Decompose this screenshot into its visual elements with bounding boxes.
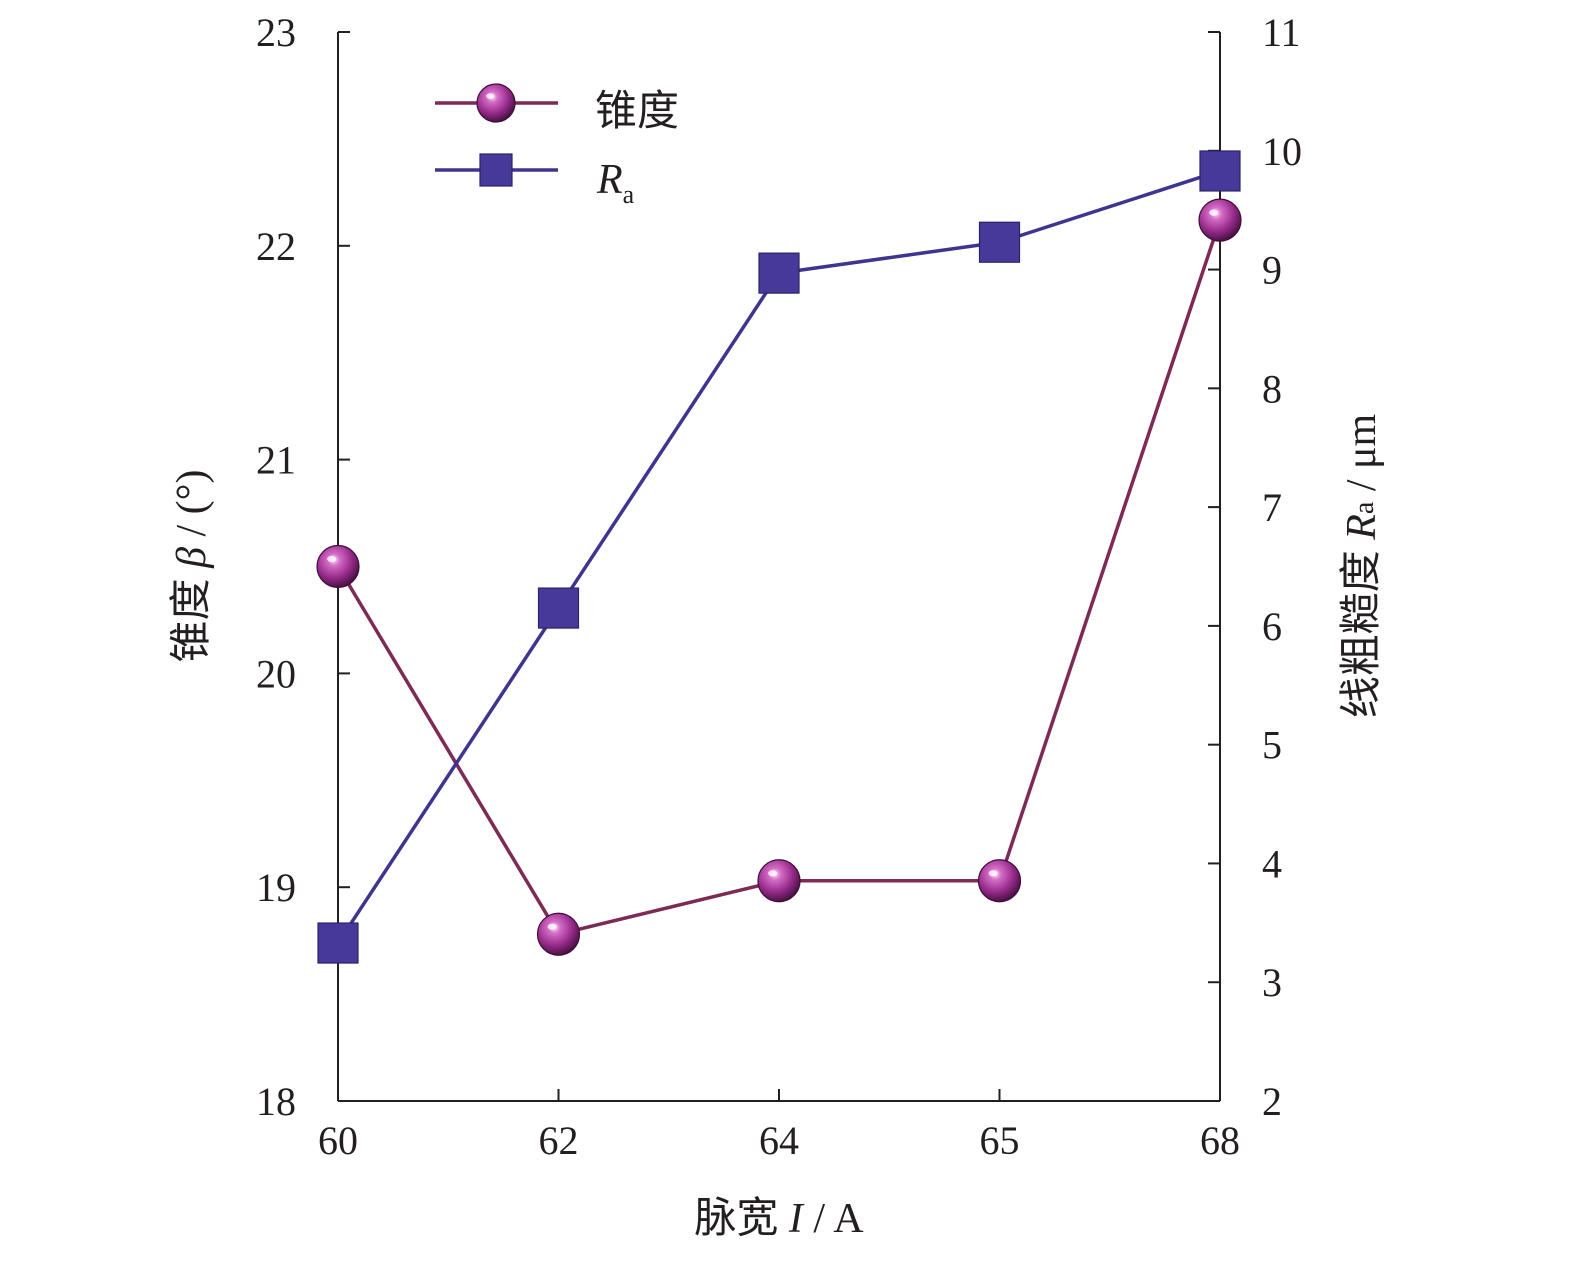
legend-marker-taper xyxy=(476,83,516,123)
legend-ra-subscript: a xyxy=(623,180,635,209)
legend-marker-ra xyxy=(479,153,513,187)
left-y-axis-title-prefix: 锥度 xyxy=(169,568,215,663)
right-y-tick-label-6: 8 xyxy=(1262,366,1282,411)
x-tick-label-2: 64 xyxy=(759,1118,799,1163)
right-y-axis-title-suffix: / μm xyxy=(1339,413,1385,501)
series-1-point-2 xyxy=(758,252,800,294)
x-tick-label-3: 65 xyxy=(980,1118,1020,1163)
left-y-ticks: 18 19 20 21 22 23 xyxy=(256,10,350,1124)
legend-marker-shape-0 xyxy=(476,83,516,123)
right-y-ticks: 2 3 4 5 6 7 8 9 10 11 xyxy=(1208,10,1302,1124)
right-y-axis-title: 线粗糙度 Ra / μm xyxy=(1339,413,1385,718)
series-0-point-0 xyxy=(316,544,360,589)
left-y-axis-title: 锥度 β / (°) xyxy=(169,470,215,663)
right-y-tick-label-4: 6 xyxy=(1262,604,1282,649)
left-y-tick-label-0: 18 xyxy=(256,1079,296,1124)
right-y-tick-label-0: 2 xyxy=(1262,1079,1282,1124)
legend-label-ra: Ra xyxy=(596,157,635,209)
series-markers xyxy=(316,150,1242,964)
left-y-tick-label-5: 23 xyxy=(256,10,296,55)
right-y-tick-label-3: 5 xyxy=(1262,723,1282,768)
right-y-axis-title-symbol: R xyxy=(1339,514,1385,541)
right-y-tick-label-1: 3 xyxy=(1262,960,1282,1005)
series-line-0 xyxy=(336,219,1222,936)
x-ticks: 60 62 64 65 68 xyxy=(318,1089,1240,1163)
series-0-point-2 xyxy=(757,859,801,903)
left-y-axis-title-suffix: / (°) xyxy=(169,470,215,547)
series-layer xyxy=(316,150,1242,964)
right-y-axis-title-subscript: a xyxy=(1349,501,1380,514)
series-0-point-4 xyxy=(1198,198,1242,242)
x-axis-title-prefix: 脉宽 xyxy=(694,1195,789,1242)
series-1-point-4 xyxy=(1199,150,1241,192)
left-y-tick-label-1: 19 xyxy=(256,865,296,910)
legend: 锥度 Ra xyxy=(435,83,679,209)
x-axis-title-suffix: / A xyxy=(803,1196,864,1242)
x-tick-label-1: 62 xyxy=(539,1118,579,1163)
legend-marker-shape-1 xyxy=(479,153,513,187)
x-tick-label-0: 60 xyxy=(318,1118,358,1163)
series-1-point-0 xyxy=(317,922,359,964)
x-tick-label-4: 68 xyxy=(1200,1118,1240,1163)
right-y-tick-label-9: 11 xyxy=(1262,10,1301,55)
left-y-tick-label-3: 21 xyxy=(256,438,296,483)
series-0-point-3 xyxy=(977,859,1022,903)
series-1-point-3 xyxy=(978,221,1021,263)
x-axis-title-symbol: I xyxy=(788,1196,805,1242)
series-0-point-1 xyxy=(536,912,581,956)
legend-ra-symbol: R xyxy=(596,157,623,203)
right-y-tick-label-2: 4 xyxy=(1262,841,1282,886)
x-axis-title: 脉宽 I / A xyxy=(694,1195,864,1242)
right-y-tick-label-7: 9 xyxy=(1262,248,1282,293)
left-y-tick-label-4: 22 xyxy=(256,224,296,269)
right-y-axis-title-prefix: 线粗糙度 xyxy=(1339,540,1385,719)
legend-label-taper: 锥度 xyxy=(595,89,679,135)
left-y-tick-label-2: 20 xyxy=(256,651,296,696)
right-y-tick-label-5: 7 xyxy=(1262,485,1282,530)
right-y-tick-label-8: 10 xyxy=(1262,129,1302,174)
left-y-axis-title-symbol: β xyxy=(169,547,215,569)
series-1-point-1 xyxy=(537,587,580,629)
